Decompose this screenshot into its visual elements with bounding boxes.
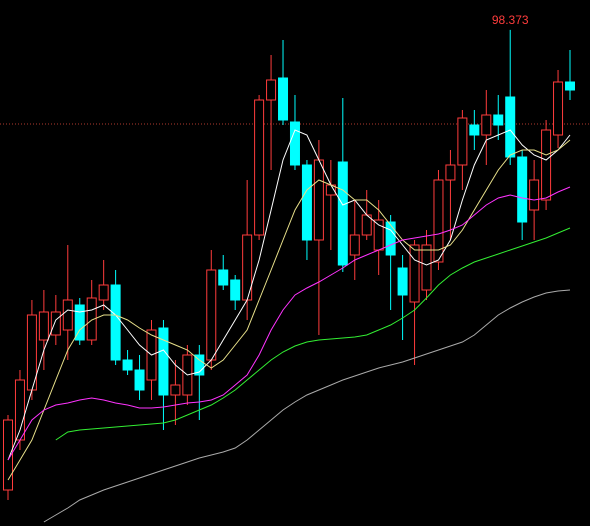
moving-average-line bbox=[55, 227, 571, 441]
candle-body bbox=[349, 234, 360, 256]
candle-body bbox=[134, 369, 145, 391]
candle-body bbox=[86, 297, 97, 341]
candle-body bbox=[517, 156, 528, 223]
candle-body bbox=[266, 79, 277, 101]
candle-body bbox=[158, 327, 169, 396]
candle-body bbox=[457, 117, 468, 166]
candle-body bbox=[313, 159, 324, 241]
candle-body bbox=[385, 221, 396, 256]
candle-body bbox=[421, 244, 432, 291]
candle-body bbox=[397, 267, 408, 296]
candle-body bbox=[194, 354, 205, 376]
candle-body bbox=[469, 124, 480, 136]
moving-average-line bbox=[7, 129, 571, 461]
candle-body bbox=[74, 304, 85, 341]
candle-body bbox=[3, 419, 13, 491]
candle-body bbox=[98, 284, 109, 301]
candle-body bbox=[38, 311, 49, 341]
candle-body bbox=[230, 279, 241, 301]
candle-body bbox=[493, 114, 504, 126]
candle-body bbox=[206, 269, 217, 361]
candle-body bbox=[445, 164, 456, 181]
candle-body bbox=[505, 96, 516, 158]
candle-body bbox=[553, 81, 564, 136]
candle-body bbox=[289, 121, 300, 166]
candle-body bbox=[254, 99, 265, 236]
candle-body bbox=[337, 161, 348, 266]
high-label: 98.373 bbox=[492, 13, 529, 27]
candle-body bbox=[481, 114, 492, 136]
candle-body bbox=[433, 179, 444, 263]
candle-body bbox=[218, 269, 229, 286]
candle-body bbox=[529, 179, 540, 211]
candle-body bbox=[301, 164, 312, 241]
candle-body bbox=[122, 359, 133, 371]
candle-body bbox=[50, 311, 61, 336]
candle-body bbox=[409, 244, 420, 303]
candle-body bbox=[62, 299, 73, 331]
candle-body bbox=[110, 284, 121, 361]
candle-body bbox=[170, 384, 181, 396]
moving-average-line bbox=[7, 139, 571, 481]
candle-body bbox=[541, 129, 552, 201]
candle-body bbox=[278, 77, 289, 121]
candle-body bbox=[565, 81, 575, 91]
moving-average-line bbox=[7, 186, 571, 461]
moving-average-line bbox=[43, 289, 571, 523]
